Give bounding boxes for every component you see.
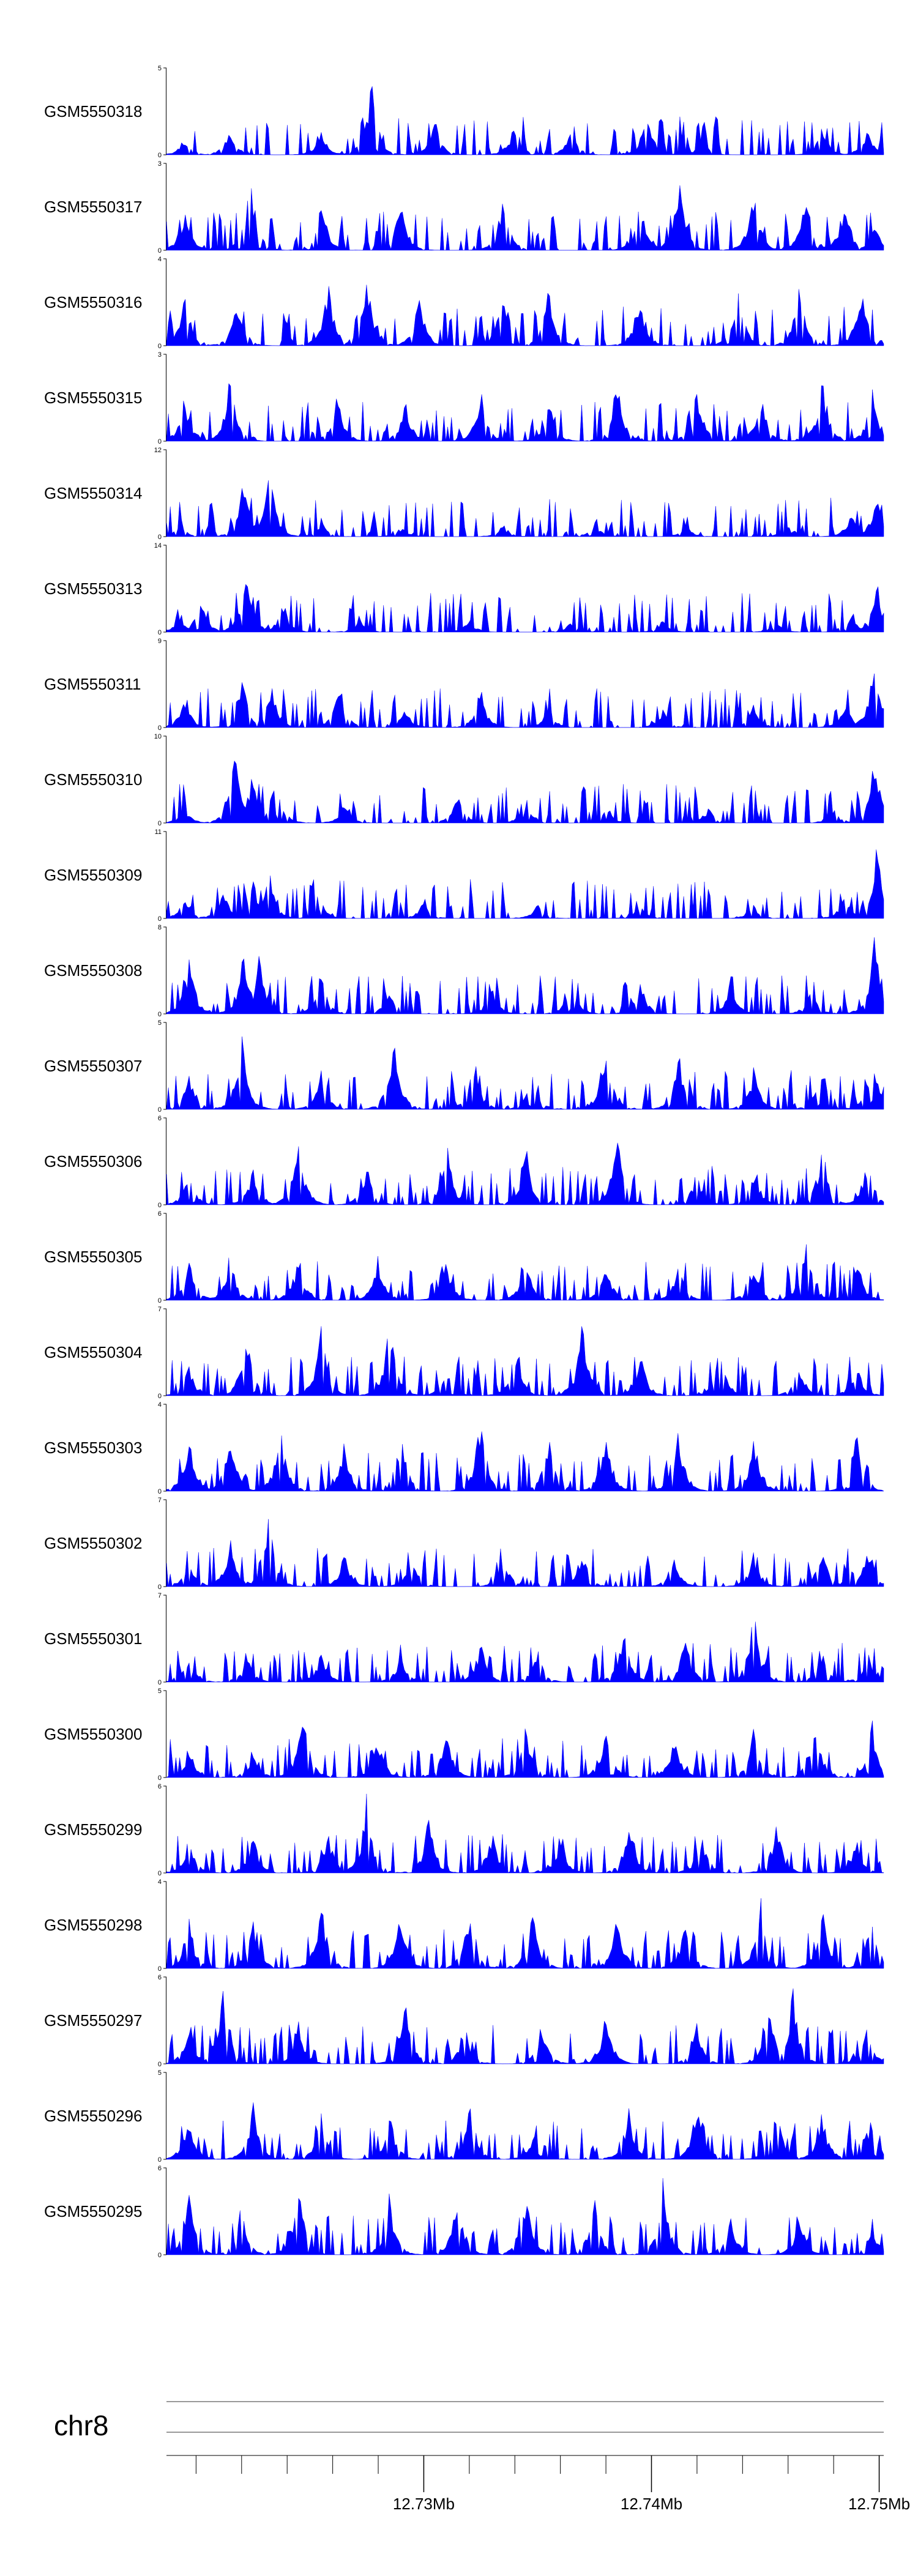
- coverage-area: [166, 1988, 884, 2064]
- y-min-label: 0: [158, 2156, 162, 2164]
- y-max-label: 5: [158, 1688, 162, 1695]
- y-max-label: 7: [158, 1497, 162, 1504]
- coverage-area: [166, 2102, 884, 2160]
- track-label: GSM5550315: [44, 389, 142, 407]
- y-min-label: 0: [158, 820, 162, 827]
- y-min-label: 0: [158, 343, 162, 350]
- coverage-area: [166, 480, 884, 537]
- track-label: GSM5550317: [44, 198, 142, 216]
- y-max-label: 3: [158, 351, 162, 359]
- coverage-area: [166, 1142, 884, 1205]
- y-min-label: 0: [158, 1106, 162, 1114]
- y-min-label: 0: [158, 247, 162, 255]
- track-label: GSM5550296: [44, 2107, 142, 2125]
- coverage-area: [166, 185, 884, 251]
- y-max-label: 11: [155, 828, 162, 836]
- y-min-label: 0: [158, 629, 162, 636]
- coverage-area: [166, 1898, 884, 1969]
- coverage-area: [166, 1326, 884, 1396]
- track-label: GSM5550301: [44, 1629, 142, 1648]
- y-min-label: 0: [158, 2061, 162, 2068]
- chromosome-label: chr8: [54, 2410, 108, 2441]
- track-label: GSM5550316: [44, 293, 142, 311]
- y-min-label: 0: [158, 724, 162, 732]
- y-max-label: 12: [154, 447, 162, 454]
- coverage-area: [166, 383, 884, 442]
- track-label: GSM5550305: [44, 1248, 142, 1266]
- y-min-label: 0: [158, 1870, 162, 1877]
- coverage-area: [166, 673, 884, 728]
- y-min-label: 0: [158, 1679, 162, 1686]
- coverage-area: [166, 285, 884, 346]
- track-label: GSM5550311: [44, 675, 141, 693]
- y-min-label: 0: [158, 1393, 162, 1400]
- y-max-label: 9: [158, 638, 162, 645]
- y-max-label: 7: [158, 1592, 162, 1599]
- y-min-label: 0: [158, 1584, 162, 1591]
- y-max-label: 6: [158, 1210, 162, 1218]
- coverage-area: [166, 584, 884, 633]
- y-max-label: 6: [158, 1115, 162, 1122]
- coverage-area: [166, 1621, 884, 1683]
- y-min-label: 0: [158, 1965, 162, 1973]
- y-max-label: 3: [158, 160, 162, 168]
- y-min-label: 0: [158, 1297, 162, 1305]
- coverage-area: [166, 1244, 884, 1301]
- track-label: GSM5550303: [44, 1439, 142, 1457]
- y-max-label: 7: [158, 1306, 162, 1313]
- y-max-label: 10: [154, 733, 162, 740]
- coverage-area: [166, 1721, 884, 1778]
- y-min-label: 0: [158, 534, 162, 541]
- y-max-label: 5: [158, 1019, 162, 1027]
- track-label: GSM5550308: [44, 961, 142, 980]
- y-max-label: 4: [158, 256, 162, 263]
- y-min-label: 0: [158, 152, 162, 159]
- track-label: GSM5550304: [44, 1343, 142, 1361]
- coverage-area: [166, 1519, 884, 1587]
- coverage-area: [166, 1793, 884, 1874]
- y-max-label: 5: [158, 65, 162, 72]
- track-label: GSM5550306: [44, 1152, 142, 1171]
- coverage-area: [166, 1431, 884, 1492]
- coverage-area: [166, 849, 884, 919]
- track-label: GSM5550314: [44, 484, 142, 502]
- y-max-label: 6: [158, 2165, 162, 2172]
- coverage-area: [166, 1036, 884, 1110]
- track-label: GSM5550295: [44, 2202, 142, 2220]
- y-max-label: 6: [158, 1974, 162, 1981]
- y-max-label: 14: [154, 542, 162, 549]
- y-min-label: 0: [158, 1011, 162, 1018]
- y-max-label: 6: [158, 1783, 162, 1790]
- y-min-label: 0: [158, 438, 162, 445]
- y-min-label: 0: [158, 1774, 162, 1782]
- y-min-label: 0: [158, 915, 162, 923]
- y-min-label: 0: [158, 1488, 162, 1495]
- coverage-area: [166, 86, 884, 155]
- y-min-label: 0: [158, 1202, 162, 1209]
- y-max-label: 5: [158, 2069, 162, 2077]
- track-label: GSM5550307: [44, 1057, 142, 1075]
- track-label: GSM5550310: [44, 770, 142, 789]
- track-label: GSM5550318: [44, 102, 142, 121]
- coverage-area: [166, 2178, 884, 2255]
- x-tick-label: 12.73Mb: [393, 2495, 455, 2513]
- y-max-label: 4: [158, 1401, 162, 1409]
- track-label: GSM5550297: [44, 2011, 142, 2030]
- track-label: GSM5550300: [44, 1725, 142, 1743]
- x-tick-label: 12.74Mb: [621, 2495, 682, 2513]
- y-max-label: 4: [158, 1878, 162, 1886]
- y-max-label: 8: [158, 924, 162, 931]
- track-label: GSM5550299: [44, 1820, 142, 1839]
- coverage-area: [166, 760, 884, 824]
- x-tick-label: 12.75Mb: [848, 2495, 910, 2513]
- track-label: GSM5550298: [44, 1916, 142, 1934]
- y-min-label: 0: [158, 2252, 162, 2259]
- coverage-area: [166, 937, 884, 1014]
- track-label: GSM5550313: [44, 579, 142, 598]
- track-label: GSM5550302: [44, 1534, 142, 1552]
- track-label: GSM5550309: [44, 866, 142, 884]
